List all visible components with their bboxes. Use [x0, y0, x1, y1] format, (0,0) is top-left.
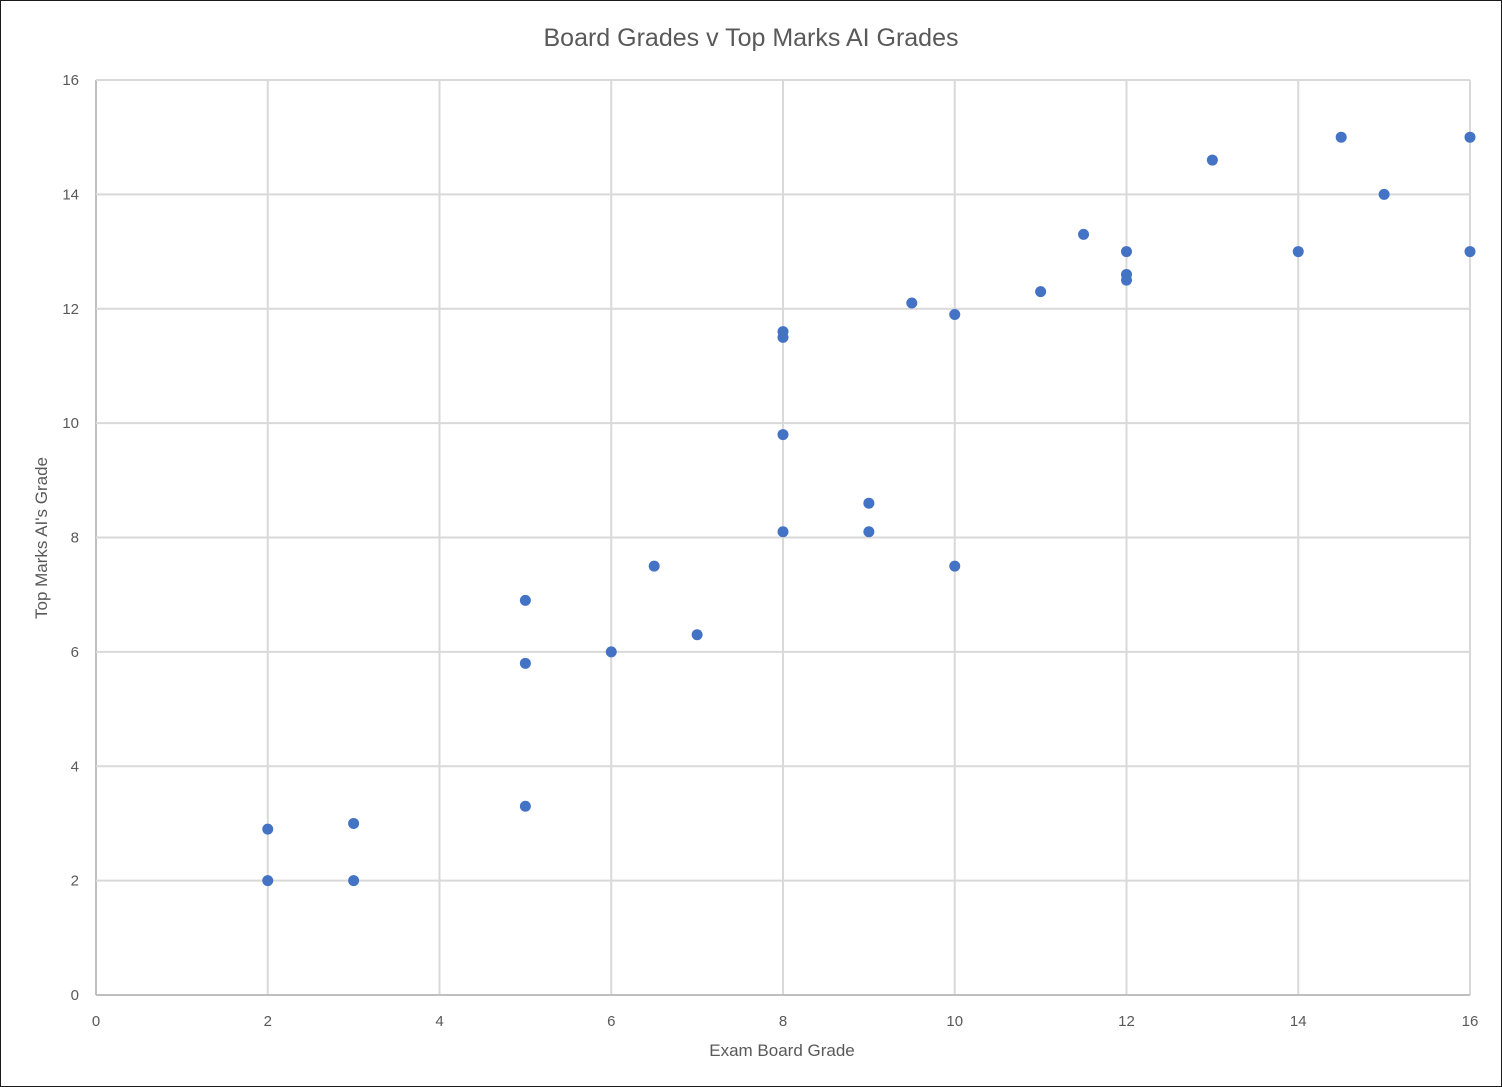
y-tick-label: 10 [62, 415, 79, 432]
data-point [348, 817, 360, 829]
x-tick-label: 0 [92, 1013, 100, 1030]
data-point [949, 560, 961, 572]
x-tick-label: 4 [435, 1013, 443, 1030]
y-tick-label: 12 [62, 301, 79, 318]
data-point [348, 875, 360, 887]
x-axis-label: Exam Board Grade [709, 1041, 855, 1060]
x-tick-label: 16 [1462, 1013, 1479, 1030]
y-tick-label: 0 [71, 987, 79, 1004]
data-point [648, 560, 660, 572]
x-tick-label: 12 [1118, 1013, 1135, 1030]
gridlines [95, 79, 1471, 996]
data-point [1206, 154, 1218, 166]
data-point [777, 526, 789, 538]
data-point [863, 497, 875, 509]
y-tick-labels: 0 2 4 6 8 10 12 14 16 [62, 72, 79, 1004]
y-tick-label: 6 [71, 644, 79, 661]
y-axis-label: Top Marks AI's Grade [32, 457, 51, 619]
data-point [1121, 274, 1132, 286]
y-tick-label: 16 [62, 72, 79, 89]
y-tick-label: 4 [71, 758, 79, 775]
data-point [262, 823, 274, 835]
data-point [262, 875, 274, 887]
data-point [777, 429, 789, 441]
data-point [1035, 286, 1047, 298]
x-tick-label: 6 [607, 1013, 615, 1030]
data-point [519, 657, 531, 669]
data-point [605, 646, 617, 658]
data-point [863, 526, 875, 538]
x-tick-label: 8 [779, 1013, 787, 1030]
x-tick-labels: 0 2 4 6 8 10 12 14 16 [92, 1013, 1479, 1030]
y-tick-label: 2 [71, 873, 79, 890]
data-point [1464, 131, 1476, 143]
data-point [777, 326, 789, 338]
x-tick-label: 2 [264, 1013, 272, 1030]
data-point [1121, 246, 1132, 258]
data-point [1464, 246, 1476, 258]
data-point [519, 594, 531, 606]
x-tick-label: 10 [946, 1013, 963, 1030]
y-tick-label: 14 [62, 186, 79, 203]
data-point [519, 800, 531, 812]
y-tick-label: 8 [71, 530, 79, 547]
data-point [1292, 246, 1304, 258]
data-point [906, 297, 918, 309]
chart-title: Board Grades v Top Marks AI Grades [543, 24, 958, 52]
data-points [262, 131, 1476, 887]
data-point [1378, 188, 1390, 200]
data-point [691, 629, 703, 641]
data-point [1078, 228, 1090, 240]
x-tick-label: 14 [1290, 1013, 1307, 1030]
data-point [949, 308, 961, 320]
data-point [1335, 131, 1347, 143]
